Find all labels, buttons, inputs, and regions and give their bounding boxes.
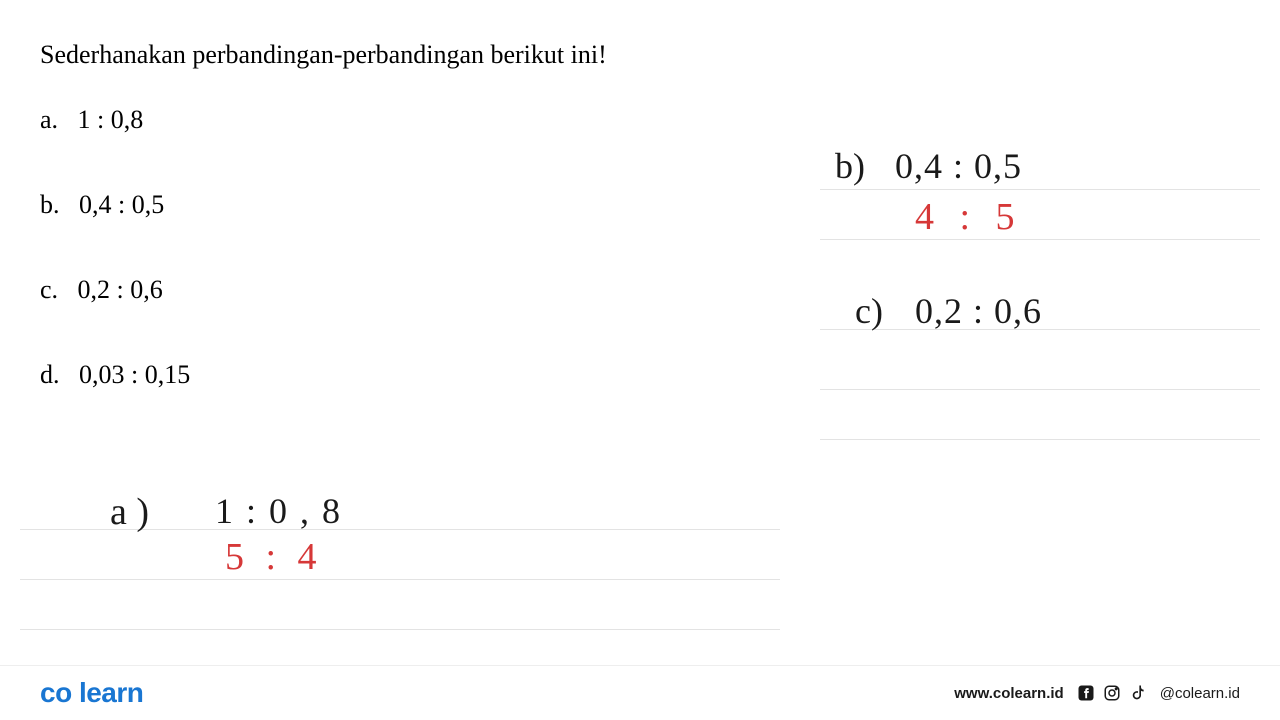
social-icons <box>1076 683 1148 703</box>
handwritten-a-line1: 1 : 0 , 8 <box>215 490 342 532</box>
handwritten-a-line2: 5 : 4 <box>225 535 323 579</box>
ruled-line <box>820 390 1260 440</box>
question-item-a: a. 1 : 0,8 <box>40 105 1240 135</box>
instagram-icon <box>1102 683 1122 703</box>
ruled-line <box>820 190 1260 240</box>
item-label: a. <box>40 105 58 134</box>
ruled-line <box>20 580 780 630</box>
item-text: 0,4 : 0,5 <box>79 190 164 219</box>
item-text: 0,03 : 0,15 <box>79 360 190 389</box>
ruled-line <box>820 330 1260 390</box>
ruled-line <box>20 530 780 580</box>
item-text: 0,2 : 0,6 <box>78 275 163 304</box>
footer: co learn www.colearn.id @colearn.id <box>0 665 1280 720</box>
item-label: d. <box>40 360 60 389</box>
item-label: c. <box>40 275 58 304</box>
ruled-line <box>820 140 1260 190</box>
social-handle: @colearn.id <box>1160 685 1240 702</box>
item-text: 1 : 0,8 <box>78 105 144 134</box>
footer-right: www.colearn.id @colearn.id <box>954 683 1240 703</box>
question-title: Sederhanakan perbandingan-perbandingan b… <box>40 40 1240 70</box>
website-url: www.colearn.id <box>954 685 1063 702</box>
handwritten-b-line1: 0,4 : 0,5 <box>895 145 1022 187</box>
handwritten-c-line1: 0,2 : 0,6 <box>915 290 1042 332</box>
handwritten-a-label: a ) <box>110 490 149 534</box>
logo: co learn <box>40 677 143 709</box>
item-label: b. <box>40 190 60 219</box>
handwritten-b-line2: 4 : 5 <box>915 195 1023 239</box>
handwritten-c-label: c) <box>855 290 883 332</box>
tiktok-icon <box>1128 683 1148 703</box>
handwritten-b-label: b) <box>835 145 865 187</box>
facebook-icon <box>1076 683 1096 703</box>
